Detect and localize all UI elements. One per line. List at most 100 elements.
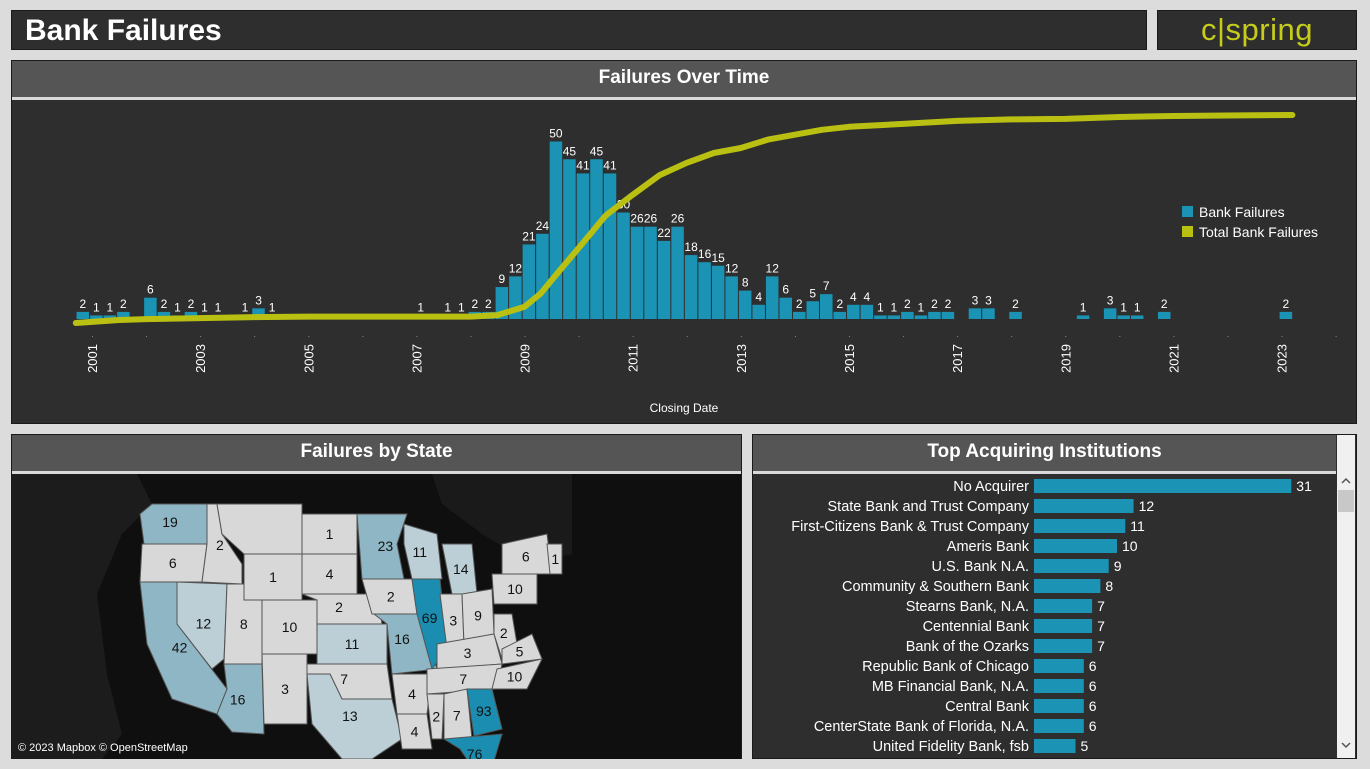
acquirer-value: 12 xyxy=(1139,498,1155,514)
state-value: 2 xyxy=(387,589,395,605)
bar-label: 2 xyxy=(188,297,195,311)
bar xyxy=(603,173,617,319)
bar xyxy=(833,311,847,319)
state-value: 7 xyxy=(453,707,461,723)
bar-label: 1 xyxy=(201,300,208,314)
bar xyxy=(847,304,860,319)
bar-label: 16 xyxy=(698,247,712,261)
acquirer-name: MB Financial Bank, N.A. xyxy=(872,679,1029,695)
bar-label: 45 xyxy=(563,144,577,158)
bar xyxy=(698,262,711,319)
state-nm xyxy=(261,653,308,725)
bar-label: 18 xyxy=(684,240,698,254)
acquirer-bar xyxy=(1034,519,1126,533)
tick-dot xyxy=(524,336,526,337)
acquirer-bar xyxy=(1034,619,1093,633)
bar-label: 3 xyxy=(985,293,992,307)
bar xyxy=(725,276,738,319)
bar xyxy=(630,226,644,319)
state-value: 16 xyxy=(394,631,410,647)
bar xyxy=(1130,315,1144,319)
tick-dot xyxy=(1065,336,1067,337)
legend-swatch-bar xyxy=(1182,206,1193,217)
tick-dot xyxy=(740,336,742,337)
state-value: 69 xyxy=(422,610,438,626)
bar xyxy=(657,240,671,319)
bar xyxy=(684,255,698,319)
x-tick-label: 2005 xyxy=(301,344,316,373)
tick-dot xyxy=(92,336,93,337)
acquirer-name: CenterState Bank of Florida, N.A. xyxy=(814,719,1029,735)
scrollbar[interactable] xyxy=(1337,435,1355,758)
bar-label: 4 xyxy=(863,290,870,304)
state-value: 16 xyxy=(230,692,246,708)
bar-label: 6 xyxy=(147,283,154,297)
x-tick-label: 2003 xyxy=(193,344,208,373)
bar-label: 2 xyxy=(931,297,938,311)
tick-dot xyxy=(470,336,472,337)
state-value: 1 xyxy=(269,569,277,585)
bar-label: 1 xyxy=(417,300,424,314)
bar xyxy=(563,159,576,319)
bar-label: 7 xyxy=(823,279,830,293)
x-tick-label: 2001 xyxy=(85,344,100,373)
state-value: 11 xyxy=(413,544,428,560)
bar xyxy=(1076,315,1090,319)
state-value: 76 xyxy=(467,746,483,759)
bar-label: 12 xyxy=(725,261,739,275)
state-value: 2 xyxy=(500,625,508,641)
bar-label: 41 xyxy=(603,158,617,172)
acquirer-bar xyxy=(1034,679,1084,693)
bar-label: 1 xyxy=(1080,300,1087,314)
acquirer-value: 7 xyxy=(1097,598,1105,614)
state-value: 6 xyxy=(522,549,530,565)
panel-title-time: Failures Over Time xyxy=(12,61,1356,100)
bar-label: 26 xyxy=(630,212,644,226)
bar-label: 50 xyxy=(549,127,563,141)
bar-label: 21 xyxy=(522,229,536,243)
bar-label: 1 xyxy=(1120,300,1127,314)
acquirers-chart: No Acquirer 31 State Bank and Trust Compan… xyxy=(791,478,1312,755)
bar xyxy=(1279,311,1293,319)
bar xyxy=(901,311,914,319)
tick-dot xyxy=(578,336,580,337)
state-value: 12 xyxy=(196,616,212,632)
x-tick-label: 2017 xyxy=(950,344,965,373)
state-value: 10 xyxy=(507,669,523,685)
bar-label: 2 xyxy=(485,297,492,311)
acquirer-name: Centennial Bank xyxy=(923,619,1030,635)
acquirer-bar xyxy=(1034,659,1084,673)
bar xyxy=(90,315,103,319)
state-value: 7 xyxy=(459,671,467,687)
bar-label: 2 xyxy=(796,297,803,311)
bar xyxy=(738,290,752,319)
bar-label: 2 xyxy=(904,297,911,311)
acquirer-name: Stearns Bank, N.A. xyxy=(906,599,1029,615)
failures-over-time-panel: Failures Over Time 2 1 1 2 6 2 1 2 1 1 1 3 1 1 1 1 2 2 9 12… xyxy=(11,60,1357,424)
acquirer-name: Central Bank xyxy=(945,699,1030,715)
state-value: 7 xyxy=(340,671,348,687)
bar-label: 1 xyxy=(918,300,925,314)
panel-title-state: Failures by State xyxy=(12,435,741,474)
tick-dot xyxy=(146,336,148,337)
acquirer-bar xyxy=(1034,699,1084,713)
acquirer-name: First-Citizens Bank & Trust Company xyxy=(791,519,1029,535)
acquirer-bar xyxy=(1034,559,1109,573)
bar-label: 1 xyxy=(215,300,222,314)
bar-label: 2 xyxy=(945,297,952,311)
bar-label: 4 xyxy=(850,290,857,304)
bar-label: 8 xyxy=(742,276,749,290)
bar-label: 1 xyxy=(1134,300,1141,314)
bar-label: 6 xyxy=(782,283,789,297)
bar xyxy=(806,301,820,319)
bar xyxy=(671,226,684,319)
state-value: 42 xyxy=(172,640,188,656)
acquirer-bar xyxy=(1034,479,1292,493)
bar xyxy=(874,315,887,319)
tick-dot xyxy=(254,336,256,337)
bar-label: 22 xyxy=(657,226,671,240)
acquirer-value: 7 xyxy=(1097,618,1105,634)
bar-label: 3 xyxy=(255,293,262,307)
bar xyxy=(103,315,117,319)
